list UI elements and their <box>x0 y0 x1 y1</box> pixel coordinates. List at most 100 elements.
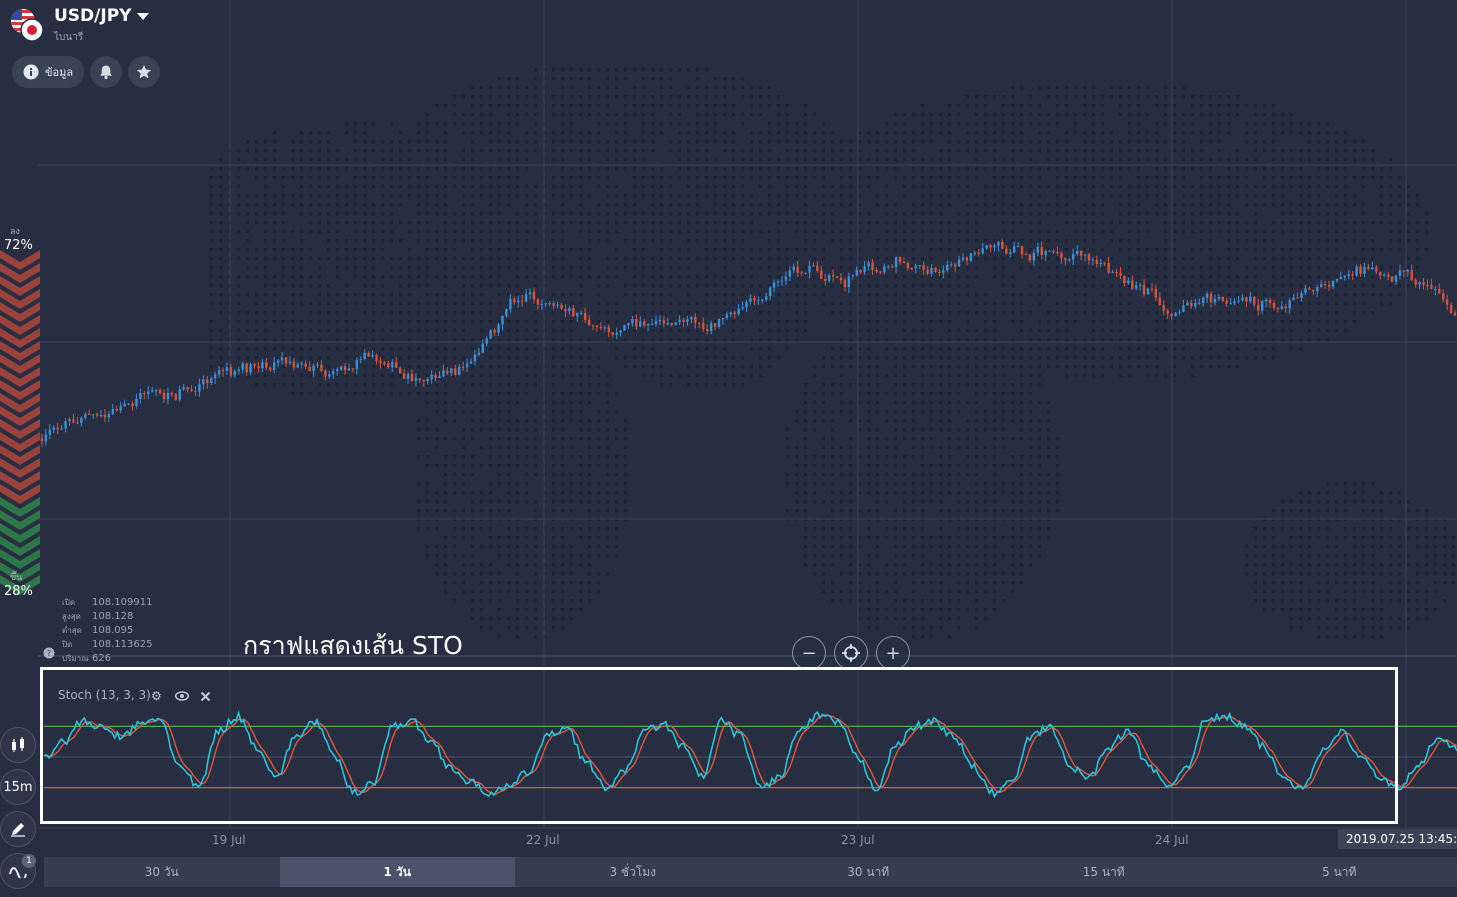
candle <box>973 250 977 256</box>
candle <box>88 409 91 416</box>
candle <box>135 393 138 409</box>
info-icon <box>23 64 39 80</box>
candle <box>1127 277 1130 285</box>
candle <box>1005 244 1008 255</box>
candle <box>1103 261 1106 267</box>
candle <box>694 313 697 329</box>
candle <box>446 366 449 376</box>
candle <box>1375 264 1378 275</box>
date-label-24-jul: 24 Jul <box>1155 833 1189 847</box>
candle <box>190 385 193 392</box>
indicator-count-badge: 1 <box>22 854 36 868</box>
timeframe-15m[interactable]: 15 นาที <box>986 857 1222 887</box>
candle <box>1052 248 1055 255</box>
candle <box>839 273 843 285</box>
candle <box>532 287 536 304</box>
candle <box>977 249 980 257</box>
instrument-name[interactable]: USD/JPY <box>54 6 150 26</box>
ohlc-volume: ปริมาณ 626 <box>62 653 112 664</box>
candle <box>938 269 941 277</box>
candle <box>276 358 280 368</box>
candle <box>150 386 154 393</box>
zoom-in-button[interactable]: + <box>876 636 910 670</box>
timeframe-button[interactable]: 15m <box>0 769 36 805</box>
candle <box>902 257 906 264</box>
candle <box>1296 292 1299 299</box>
candle <box>1442 289 1445 303</box>
candle <box>599 322 603 331</box>
candle <box>1091 257 1095 265</box>
chevron-down-icon[interactable] <box>137 12 150 20</box>
candle <box>595 324 599 332</box>
candle <box>564 304 567 318</box>
candle <box>914 263 917 274</box>
candle <box>1386 271 1390 281</box>
eye-icon[interactable] <box>175 691 189 701</box>
candle <box>776 279 780 287</box>
candle <box>898 256 902 266</box>
zoom-out-button[interactable]: − <box>792 636 826 670</box>
candle <box>540 299 544 310</box>
candle <box>1355 264 1358 278</box>
timeframe-30d[interactable]: 30 วัน <box>44 857 280 887</box>
candle <box>1201 296 1205 307</box>
candle <box>950 261 953 268</box>
timeframe-1d[interactable]: 1 วัน <box>279 857 515 887</box>
candle <box>387 361 390 369</box>
candle <box>162 389 166 403</box>
candle <box>111 403 115 415</box>
usd-jpy-flag-icon <box>11 9 44 42</box>
candle <box>942 265 945 279</box>
candle <box>76 416 79 425</box>
candle <box>1394 274 1398 285</box>
candle <box>178 385 181 402</box>
close-icon[interactable] <box>200 691 211 702</box>
svg-text:?: ? <box>47 649 51 658</box>
candle <box>1371 261 1374 271</box>
candle <box>1276 306 1280 313</box>
chart-type-button[interactable] <box>0 727 36 763</box>
help-icon[interactable]: ? <box>43 647 55 659</box>
candle <box>871 259 874 275</box>
candle <box>997 241 1000 252</box>
candle <box>154 388 158 396</box>
star-icon <box>136 65 152 79</box>
candle <box>1158 292 1162 306</box>
candle <box>1335 278 1339 283</box>
candle <box>292 357 296 371</box>
candle <box>560 302 563 310</box>
candle <box>473 349 477 366</box>
drawing-tools-button[interactable] <box>0 811 36 847</box>
candle <box>1182 299 1185 313</box>
alert-button[interactable] <box>90 56 122 88</box>
candle <box>383 360 386 367</box>
candle <box>501 315 504 331</box>
timeframe-5m[interactable]: 5 นาที <box>1221 857 1457 887</box>
candle <box>835 275 839 278</box>
gear-icon[interactable]: ⚙ <box>151 689 162 703</box>
timeframe-30m[interactable]: 30 นาที <box>750 857 986 887</box>
candle <box>918 264 921 269</box>
candle <box>1414 277 1417 288</box>
candle <box>147 386 150 400</box>
candle <box>1064 256 1067 266</box>
info-button[interactable]: ข้อมูล <box>12 56 84 88</box>
candle <box>60 425 63 431</box>
recenter-button[interactable] <box>834 636 868 670</box>
favorite-button[interactable] <box>128 56 160 88</box>
candle <box>658 315 662 325</box>
timeframe-3h[interactable]: 3 ชั่วโมง <box>515 857 751 887</box>
candle <box>705 324 709 335</box>
candle <box>1111 269 1114 274</box>
candle <box>851 274 855 280</box>
candle <box>607 324 610 337</box>
candle <box>934 267 937 273</box>
candle <box>513 296 516 305</box>
candle <box>272 356 276 374</box>
candle <box>639 316 642 328</box>
